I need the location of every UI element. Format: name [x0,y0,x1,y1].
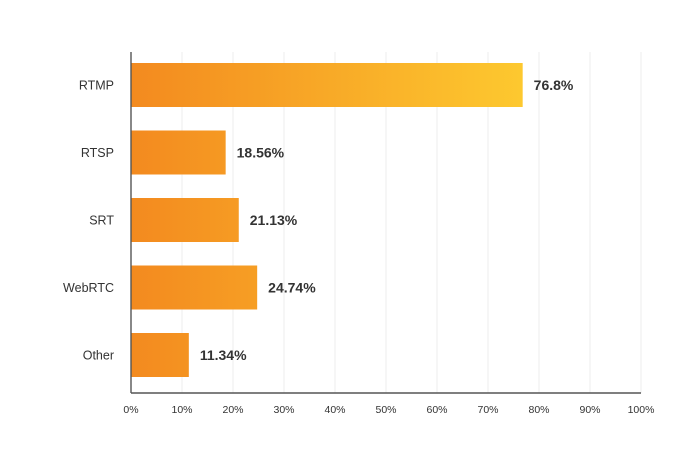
x-tick-label: 0% [123,404,138,416]
gridlines [181,52,642,393]
category-label: SRT [89,214,114,228]
x-tick-label: 20% [222,404,243,416]
value-label: 24.74% [268,280,316,296]
bar [131,333,189,377]
x-tick-label: 80% [528,404,549,416]
x-tick-label: 40% [324,404,345,416]
value-label: 76.8% [534,77,574,93]
value-label: 11.34% [200,347,247,363]
bar [131,198,239,242]
x-tick-label: 30% [273,404,294,416]
category-label: Other [83,349,114,363]
value-label: 21.13% [250,212,298,228]
x-tick-label: 90% [579,404,600,416]
category-label: WebRTC [63,281,114,295]
bars [131,63,523,377]
value-label: 18.56% [237,145,285,161]
category-label: RTMP [79,79,114,93]
x-tick-label: 50% [375,404,396,416]
x-tick-label: 70% [477,404,498,416]
x-tick-label: 100% [628,404,655,416]
labels: 0% 10% 20% 30% 40% 50% 60% 70% 80% 90% 100% RTMP 76.… [63,77,654,416]
x-tick-label: 10% [171,404,192,416]
bar [131,265,258,310]
category-label: RTSP [81,146,114,160]
axes [130,52,641,394]
bar [131,130,226,175]
bar [131,63,523,107]
x-tick-label: 60% [426,404,447,416]
